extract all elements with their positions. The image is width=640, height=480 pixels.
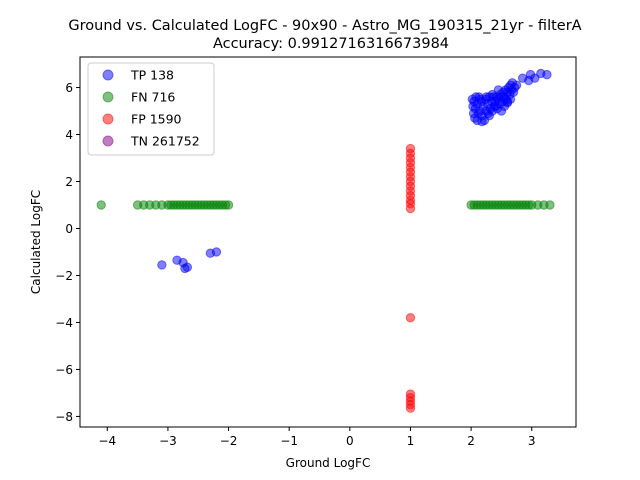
legend-label: TP 138 bbox=[130, 68, 174, 83]
data-point bbox=[484, 111, 494, 121]
series-fn bbox=[96, 200, 555, 210]
data-point bbox=[405, 203, 416, 214]
axes-frame bbox=[79, 56, 577, 428]
x-tick-label: 0 bbox=[346, 434, 354, 448]
data-points bbox=[96, 68, 555, 413]
x-tick-label: 1 bbox=[407, 434, 415, 448]
data-point bbox=[405, 313, 416, 323]
y-tick-label: −2 bbox=[55, 269, 73, 283]
legend-marker bbox=[102, 69, 114, 81]
x-tick-label: −1 bbox=[280, 434, 298, 448]
data-point bbox=[223, 200, 234, 210]
data-point bbox=[530, 73, 540, 83]
y-tick-label: 4 bbox=[65, 128, 73, 142]
data-point bbox=[157, 260, 167, 270]
y-tick-label: −4 bbox=[55, 316, 73, 330]
y-tick-label: −8 bbox=[55, 410, 73, 424]
data-point bbox=[477, 116, 487, 127]
chart-title: Ground vs. Calculated LogFC - 90x90 - As… bbox=[68, 18, 581, 34]
y-tick-label: −6 bbox=[55, 363, 73, 377]
x-tick-label: −2 bbox=[220, 434, 238, 448]
data-point bbox=[493, 85, 504, 95]
data-point bbox=[182, 262, 193, 272]
x-axis-ticks: −4 −3 −2 −1 0 1 2 3 bbox=[98, 427, 536, 448]
legend-label: TN 261752 bbox=[130, 134, 200, 149]
y-tick-label: 0 bbox=[65, 222, 73, 236]
data-point bbox=[502, 98, 513, 108]
y-tick-label: 2 bbox=[65, 175, 73, 189]
x-tick-label: 2 bbox=[467, 434, 475, 448]
legend: TP 138 FN 716 FP 1590 TN 261752 bbox=[87, 62, 215, 156]
data-point bbox=[475, 94, 485, 104]
legend-marker bbox=[102, 135, 114, 147]
data-point bbox=[511, 80, 522, 90]
y-tick-label: 6 bbox=[65, 81, 73, 95]
data-point bbox=[96, 200, 106, 210]
y-axis-ticks: −8 −6 −4 −2 0 2 4 6 bbox=[55, 81, 80, 424]
data-point bbox=[542, 69, 552, 80]
data-point bbox=[490, 101, 501, 112]
x-tick-label: −3 bbox=[159, 434, 177, 448]
data-point bbox=[211, 247, 222, 257]
legend-marker bbox=[102, 91, 114, 103]
legend-items: TP 138 FN 716 FP 1590 TN 261752 bbox=[102, 68, 200, 149]
legend-marker bbox=[102, 113, 114, 125]
x-axis-label: Ground LogFC bbox=[286, 456, 371, 470]
legend-box bbox=[87, 62, 215, 156]
y-axis-label: Calculated LogFC bbox=[29, 190, 43, 294]
data-point bbox=[405, 403, 416, 413]
x-tick-label: −4 bbox=[98, 434, 116, 448]
plot-area bbox=[79, 56, 577, 428]
data-point bbox=[545, 200, 555, 210]
legend-label: FN 716 bbox=[131, 90, 175, 105]
series-tp bbox=[157, 68, 552, 274]
series-fp bbox=[405, 143, 416, 413]
x-tick-label: 3 bbox=[528, 434, 536, 448]
legend-label: FP 1590 bbox=[131, 112, 182, 127]
chart-subtitle: Accuracy: 0.9912716316673984 bbox=[213, 36, 449, 52]
